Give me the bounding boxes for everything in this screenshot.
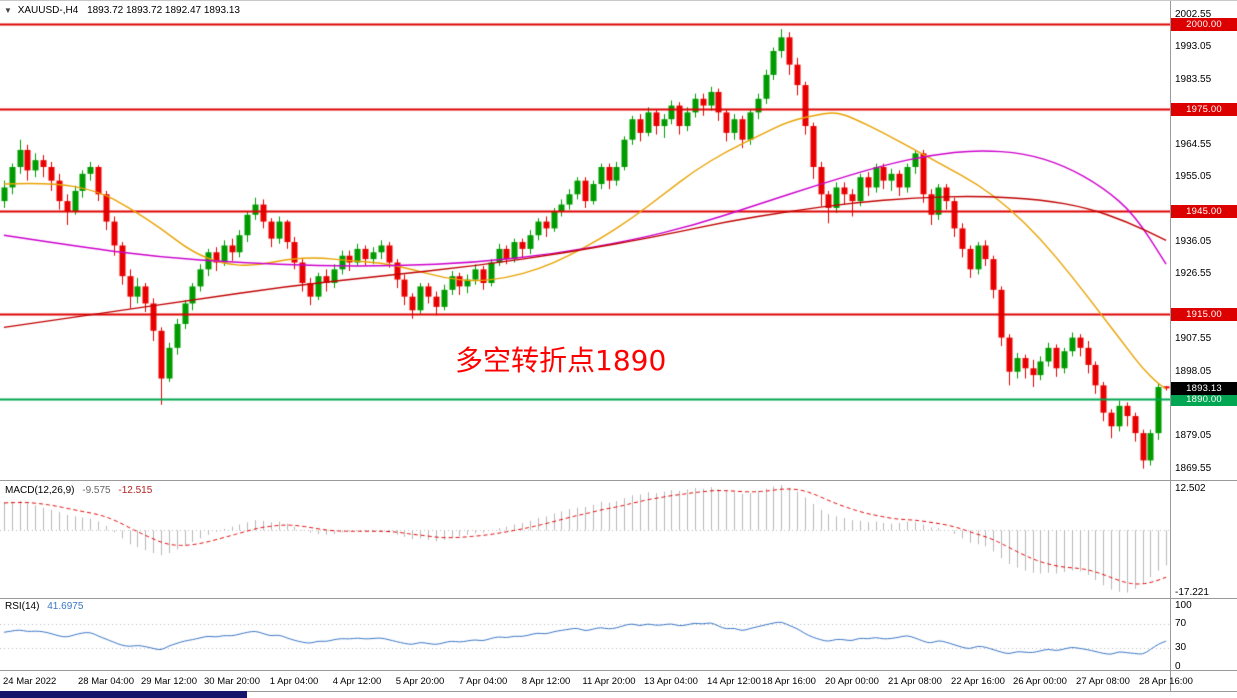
price-tick-label: 1936.05 xyxy=(1175,236,1212,247)
time-axis-label: 7 Apr 04:00 xyxy=(458,676,508,687)
panel-divider-macd-rsi[interactable] xyxy=(0,598,1237,599)
rsi-scale-label: 30 xyxy=(1175,642,1187,653)
price-tick-label: 1983.55 xyxy=(1175,74,1212,85)
rsi-value: 41.6975 xyxy=(47,601,84,612)
time-axis-label: 27 Apr 08:00 xyxy=(1076,676,1130,687)
price-badge: 1975.00 xyxy=(1171,103,1237,116)
time-axis-label: 28 Apr 16:00 xyxy=(1139,676,1193,687)
price-tick-label: 1907.55 xyxy=(1175,333,1212,344)
macd-main-value: -9.575 xyxy=(82,485,111,496)
rsi-indicator-label: RSI(14) 41.6975 xyxy=(5,601,83,612)
macd-name: MACD(12,26,9) xyxy=(5,485,75,496)
price-badge: 2000.00 xyxy=(1171,18,1237,31)
price-badge: 1890.00 xyxy=(1171,393,1237,406)
time-axis-label: 5 Apr 20:00 xyxy=(395,676,445,687)
time-axis-label: 26 Apr 00:00 xyxy=(1013,676,1067,687)
time-axis-label: 21 Apr 08:00 xyxy=(888,676,942,687)
rsi-scale-label: 0 xyxy=(1175,661,1181,672)
time-axis-label: 28 Mar 04:00 xyxy=(78,676,134,687)
chart-title: ▼ XAUUSD-,H4 1893.72 1893.72 1892.47 189… xyxy=(4,5,240,16)
time-axis-area xyxy=(0,671,1237,691)
panel-divider-rsi-axis[interactable] xyxy=(0,670,1237,671)
collapse-arrow-icon[interactable]: ▼ xyxy=(4,6,12,15)
rsi-scale-label: 100 xyxy=(1175,600,1192,611)
macd-scale-min-label: -17.221 xyxy=(1175,587,1209,598)
time-axis-label: 24 Mar 2022 xyxy=(3,676,57,687)
price-badge: 1915.00 xyxy=(1171,308,1237,321)
macd-scale-max-label: 12.502 xyxy=(1175,483,1206,494)
time-axis-label: 4 Apr 12:00 xyxy=(332,676,382,687)
chart-ohlc-values: 1893.72 1893.72 1892.47 1893.13 xyxy=(87,5,240,16)
window-bottom-border xyxy=(0,691,1237,692)
time-axis-label: 13 Apr 04:00 xyxy=(644,676,698,687)
price-tick-label: 1926.55 xyxy=(1175,268,1212,279)
price-tick-label: 1869.55 xyxy=(1175,463,1212,474)
price-tick-label: 2002.55 xyxy=(1175,9,1212,20)
time-axis-label: 8 Apr 12:00 xyxy=(521,676,571,687)
price-tick-label: 1879.05 xyxy=(1175,430,1212,441)
panel-divider-main-macd[interactable] xyxy=(0,480,1237,481)
price-badge: 1893.13 xyxy=(1171,382,1237,395)
price-tick-label: 1898.05 xyxy=(1175,366,1212,377)
time-axis-label: 30 Mar 20:00 xyxy=(204,676,260,687)
chart-symbol-period: XAUUSD-,H4 xyxy=(17,5,79,16)
time-axis-label: 22 Apr 16:00 xyxy=(951,676,1005,687)
price-tick-label: 1955.05 xyxy=(1175,171,1212,182)
macd-signal-value: -12.515 xyxy=(118,485,153,496)
rsi-name: RSI(14) xyxy=(5,601,40,612)
price-tick-label: 1993.05 xyxy=(1175,41,1212,52)
time-axis-label: 1 Apr 04:00 xyxy=(269,676,319,687)
chart-annotation-text[interactable]: 多空转折点1890 xyxy=(455,344,667,377)
time-axis-label: 29 Mar 12:00 xyxy=(141,676,197,687)
rsi-scale-label: 70 xyxy=(1175,618,1187,629)
time-axis-label: 14 Apr 12:00 xyxy=(707,676,761,687)
time-axis-label: 20 Apr 00:00 xyxy=(825,676,879,687)
time-axis-label: 11 Apr 20:00 xyxy=(582,676,636,687)
price-scale-separator[interactable] xyxy=(1170,1,1171,691)
bottom-window-fragment xyxy=(0,691,247,698)
price-badge: 1945.00 xyxy=(1171,205,1237,218)
time-axis-label: 18 Apr 16:00 xyxy=(762,676,816,687)
price-tick-label: 1964.55 xyxy=(1175,139,1212,150)
macd-indicator-label: MACD(12,26,9) -9.575 -12.515 xyxy=(5,485,152,496)
